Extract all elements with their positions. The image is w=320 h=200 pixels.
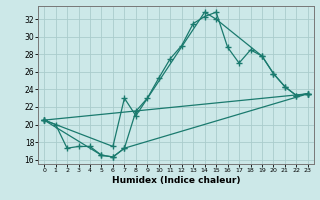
X-axis label: Humidex (Indice chaleur): Humidex (Indice chaleur) xyxy=(112,176,240,185)
